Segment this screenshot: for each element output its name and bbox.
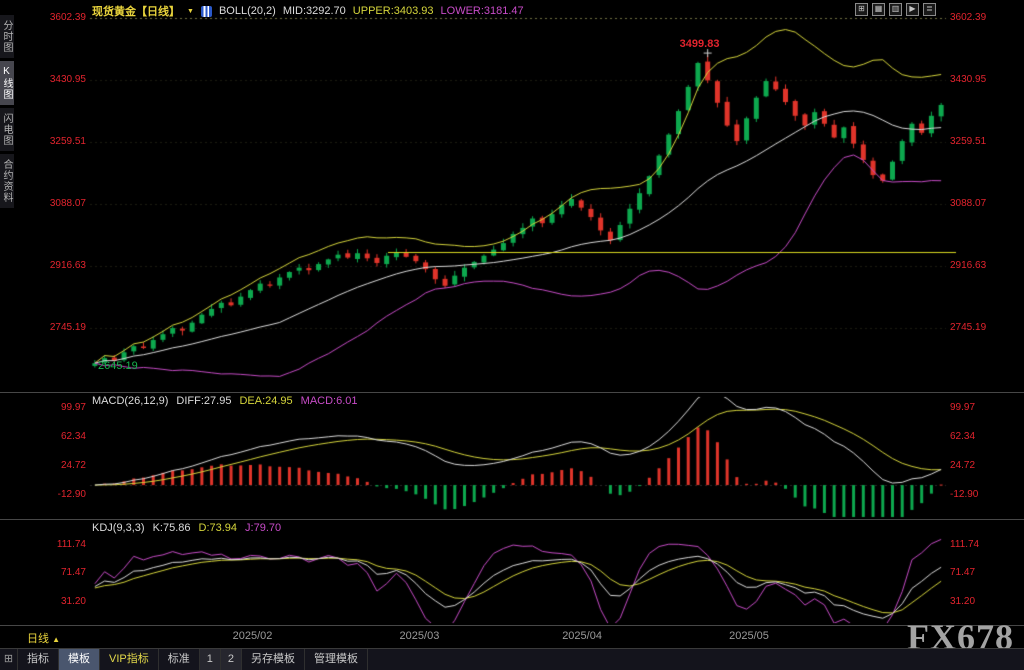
kdj-timeaxis-divider [0,625,1024,626]
kdj-axis-label: 71.47 [950,567,976,579]
sidebar-item-time-chart[interactable]: 分时图 [0,15,14,58]
tab-indicators[interactable]: 指标 [18,649,59,670]
date-tick-label: 2025/04 [562,630,602,642]
price-axis-label: 2745.19 [950,322,987,333]
boll-indicator-label: BOLL(20,2) [218,5,276,17]
price-axis-label: 3088.07 [950,198,987,209]
boll-mid-value: MID:3292.70 [282,5,346,17]
macd-header: MACD(26,12,9) DIFF:27.95 DEA:24.95 MACD:… [92,395,358,407]
sidebar-item-kline-chart[interactable]: K线图 [0,61,14,105]
kdj-axis-label: 111.74 [56,539,86,550]
play-icon[interactable]: ▶ [906,3,919,16]
price-axis-label: 2916.63 [49,260,86,271]
kdj-title: KDJ(9,3,3) [92,522,145,534]
symbol-title[interactable]: 现货黄金【日线】 [92,6,180,18]
macd-axis-label: 24.72 [950,460,976,471]
bottom-tab-bar: ⊞ 指标 模板 VIP指标 标准 1 2 另存模板 管理模板 [0,648,1024,670]
price-axis-label: 3259.51 [950,136,987,147]
tab-template[interactable]: 模板 [59,649,100,670]
kdj-axis-label: 111.74 [950,539,980,550]
kdj-axis-label: 71.47 [60,567,86,579]
tab-manage-template[interactable]: 管理模板 [305,649,368,670]
price-axis-label: 3602.39 [950,12,987,23]
macd-macd-value: MACD:6.01 [300,395,358,407]
boll-lower-value: LOWER:3181.47 [440,5,524,17]
main-macd-divider [0,392,1024,393]
date-tick-label: 2025/05 [729,630,769,642]
high-price-annotation: 3499.83 [679,38,720,51]
macd-axis-label: 62.34 [950,431,976,442]
price-axis-label: 2745.19 [49,322,86,333]
price-axis-label: 3602.39 [49,12,86,23]
price-axis-label: 3259.51 [49,136,86,147]
macd-axis-label: -12.90 [950,489,979,500]
sidebar-item-contract-info[interactable]: 合约资料 [0,154,14,208]
sidebar: 分时图 K线图闪电图合约资料 [0,15,14,208]
boll-upper-value: UPPER:3403.93 [352,5,434,17]
kdj-header: KDJ(9,3,3) K:75.86 D:73.94 J:79.70 [92,522,281,534]
price-axis-label: 3088.07 [49,198,86,209]
macd-axis-label: -12.90 [57,489,86,500]
kdj-d-value: D:73.94 [198,522,238,534]
menu-grid-icon[interactable]: ⊞ [0,649,18,670]
low-price-annotation: 2645.19 [98,360,138,373]
date-tick-label: 2025/02 [232,630,273,642]
layout-grid-icon[interactable]: ⊞ [855,3,868,16]
macd-axis-label: 62.34 [60,431,86,442]
period-up-arrow-icon: ▲ [52,635,60,644]
kdj-k-value: K:75.86 [152,522,191,534]
macd-kdj-divider [0,519,1024,520]
kdj-axis-label: 31.20 [950,595,976,607]
tab-items: 指标 模板 VIP指标 标准 1 2 另存模板 管理模板 [18,649,368,670]
kdj-axis-label: 31.20 [60,595,86,607]
kline-badge-icon [200,5,212,17]
tab-save-as-template[interactable]: 另存模板 [242,649,305,670]
macd-axis-label: 99.97 [60,402,86,413]
price-axis-label: 3430.95 [950,74,987,85]
tab-2[interactable]: 2 [220,649,242,670]
macd-diff-value: DIFF:27.95 [176,395,232,407]
tab-1[interactable]: 1 [199,649,221,670]
bars-icon[interactable]: ▥ [889,3,902,16]
toolbar-icons: ⊞ ▦ ▥ ▶ ≣ [851,3,936,16]
multi-window-icon[interactable]: ▦ [872,3,885,16]
sidebar-item-lightning-chart[interactable]: 闪电图 [0,108,14,151]
macd-dea-value: DEA:24.95 [239,395,293,407]
menu-list-icon[interactable]: ≣ [923,3,936,16]
macd-axis-label: 24.72 [60,460,86,471]
tab-standard[interactable]: 标准 [159,649,200,670]
macd-axis-label: 99.97 [950,402,976,413]
toolbar: 现货黄金【日线】 ▼ BOLL(20,2) MID:3292.70 UPPER:… [92,3,524,19]
price-axis-label: 2916.63 [950,260,987,271]
kdj-j-value: J:79.70 [245,522,282,534]
period-label: 日线 [27,633,49,645]
date-tick-label: 2025/03 [399,630,440,642]
macd-title: MACD(26,12,9) [92,395,169,407]
tab-vip-indicators[interactable]: VIP指标 [100,649,159,670]
period-selector[interactable]: 日线 ▲ [27,630,60,646]
price-axis-label: 3430.95 [49,74,86,85]
symbol-dropdown-icon[interactable]: ▼ [187,7,194,15]
